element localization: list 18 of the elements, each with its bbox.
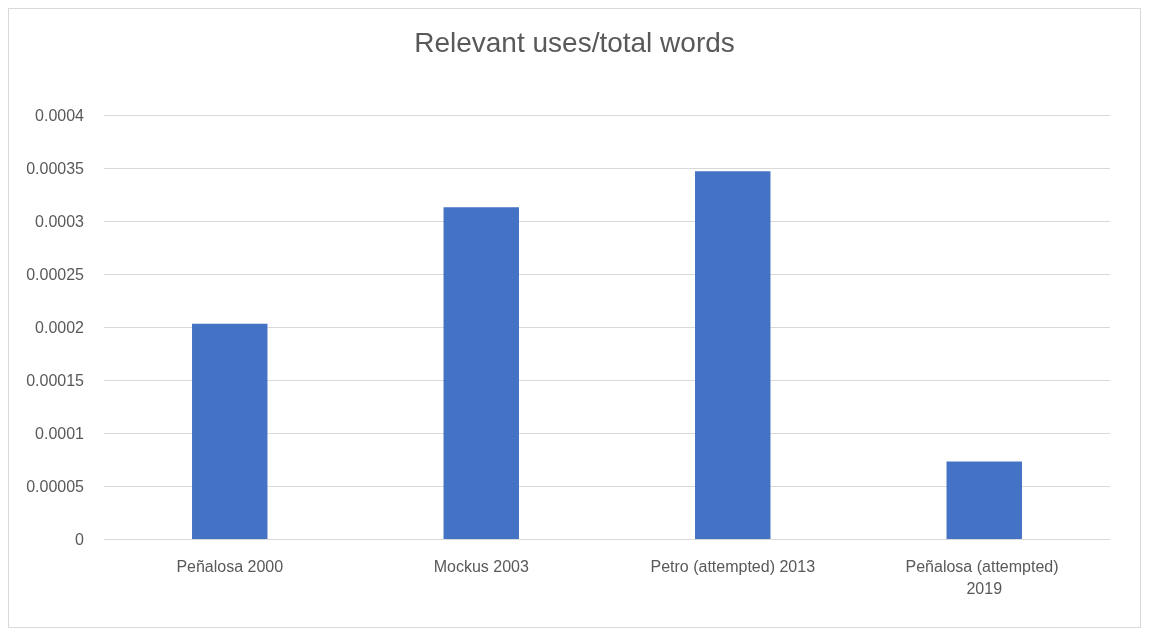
y-tick-label: 0.00025	[26, 265, 85, 283]
y-tick-label: 0.0001	[35, 424, 85, 442]
x-tick-label: Mockus 2003	[433, 557, 529, 575]
x-tick-label: Peñalosa 2000	[176, 557, 284, 575]
y-tick-label: 0.00035	[26, 159, 85, 177]
x-tick-label: Petro (attempted) 2013	[650, 557, 816, 575]
y-tick-label: 0	[75, 530, 85, 548]
y-tick-label: 0.00005	[26, 477, 85, 495]
x-tick-label: Peñalosa (attempted) 2019	[905, 557, 1063, 597]
y-tick-label: 0.0003	[35, 212, 85, 230]
bar	[946, 461, 1022, 539]
y-tick-label: 0.00015	[26, 371, 85, 389]
bar	[192, 323, 268, 539]
bar	[443, 207, 519, 539]
y-tick-label: 0.0004	[35, 106, 85, 124]
chart-title: Relevant uses/total words	[414, 26, 735, 58]
y-tick-label: 0.0002	[35, 318, 85, 336]
bar	[695, 171, 771, 539]
